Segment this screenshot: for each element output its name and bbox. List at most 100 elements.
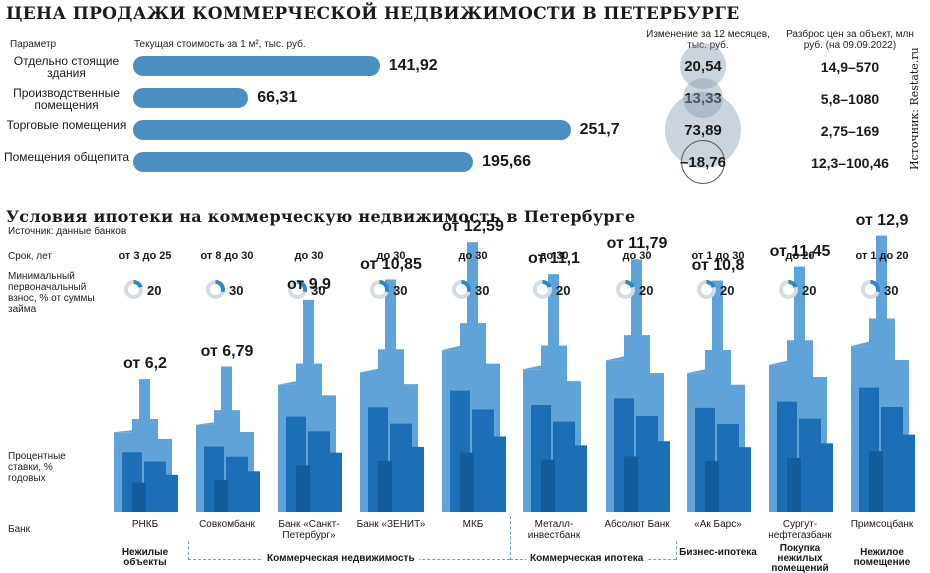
downpayment-row-label: Минимальный первоначальный взнос, % от с… (8, 271, 95, 315)
building-front (390, 423, 412, 512)
downpayment-value: 20 (720, 283, 735, 298)
building-front (492, 436, 506, 512)
term-value: от 1 до 20 (855, 250, 909, 262)
building-front (737, 447, 751, 512)
building-roof (769, 359, 791, 365)
building-front (296, 465, 310, 512)
category-nonresidential-room: Нежилое помещение (853, 547, 911, 568)
term-value: от 8 до 30 (200, 250, 254, 262)
term-value: до 30 (294, 250, 324, 262)
term-value: до 30 (458, 250, 488, 262)
building-front (144, 461, 166, 512)
rate-value: от 11,79 (606, 235, 668, 253)
building-front (881, 406, 903, 512)
price-range-value: 12,3–100,46 (811, 155, 889, 171)
downpayment-value: 20 (147, 283, 162, 298)
group-commercial-realty: Коммерческая недвижимость (263, 553, 419, 564)
price-column-header: Текущая стоимость за 1 м², тыс. руб. (134, 39, 306, 50)
downpayment-value: 30 (884, 283, 899, 298)
price-range-value: 14,9–570 (820, 59, 880, 75)
building-roof (687, 368, 709, 374)
building-front (656, 441, 670, 512)
building-front (308, 431, 330, 512)
building-front (901, 434, 915, 512)
bank-name: Банк «Санкт-Петербург» (278, 519, 340, 541)
building-spire (467, 242, 478, 337)
change-column-header: Изменение за 12 месяцев, тыс. руб. (646, 29, 770, 51)
building-roof (442, 344, 464, 351)
downpayment-value: 30 (311, 283, 326, 298)
group-divider (188, 541, 189, 560)
building-front (164, 474, 178, 512)
group-commercial-mortgage: Коммерческая ипотека (526, 553, 648, 564)
building-front (541, 459, 555, 512)
downpayment-donut (124, 280, 143, 299)
category-nonresidential-purchase: Покупка нежилых помещений (771, 543, 829, 573)
building-front (624, 456, 638, 512)
rate-row-label: Процентные ставки, % годовых (8, 451, 66, 484)
rate-value: от 12,59 (442, 218, 504, 236)
term-value: до 30 (539, 250, 569, 262)
bank-name: Банк «ЗЕНИТ» (356, 519, 426, 530)
downpayment-donut (861, 280, 880, 299)
price-chart-title: ЦЕНА ПРОДАЖИ КОММЕРЧЕСКОЙ НЕДВИЖИМОСТИ В… (6, 4, 740, 24)
price-row-label: Отдельно стоящие здания (13, 54, 120, 80)
rate-value: от 10,85 (360, 255, 422, 273)
downpayment-value: 20 (556, 283, 571, 298)
bank-name: Примсоцбанк (850, 519, 914, 530)
price-bar (133, 120, 571, 140)
group-divider (676, 541, 677, 560)
building-front (246, 471, 260, 512)
change-value: 13,33 (684, 90, 722, 107)
price-bar (133, 88, 249, 108)
rate-value: от 6,2 (123, 355, 167, 373)
price-value: 251,7 (579, 121, 620, 138)
bank-name: РНКБ (131, 519, 159, 530)
downpayment-donut (533, 280, 552, 299)
building-front (410, 446, 424, 512)
building-front (226, 456, 248, 512)
building-roof (360, 367, 382, 373)
building-roof (523, 364, 545, 370)
rate-value: от 10,8 (691, 256, 745, 274)
param-column-header: Параметр (10, 39, 57, 50)
building-front (553, 421, 575, 512)
term-value: до 30 (622, 250, 652, 262)
term-value: до 20 (785, 250, 815, 262)
building-spire (548, 274, 559, 358)
mortgage-chart-title: Условия ипотеки на коммерческую недвижим… (6, 207, 636, 226)
price-bar (133, 152, 474, 172)
rate-value: от 11,1 (528, 250, 580, 268)
group-divider (510, 516, 511, 560)
building-front (636, 415, 658, 512)
building-front (573, 445, 587, 512)
term-row-label: Срок, лет (8, 251, 52, 262)
mortgage-source: Источник: данные банков (8, 226, 127, 237)
building-spire (876, 235, 887, 333)
downpayment-donut (697, 280, 716, 299)
building-front (799, 418, 821, 512)
building-spire (303, 299, 314, 375)
category-nonresidential-objects: Нежилые объекты (121, 547, 169, 568)
price-bar (133, 56, 380, 76)
downpayment-donut (370, 280, 389, 299)
price-range-value: 5,8–1080 (820, 91, 880, 107)
building-spire (139, 379, 150, 426)
change-circle (683, 78, 723, 118)
building-front (717, 424, 739, 512)
downpayment-value: 30 (393, 283, 408, 298)
bank-name: Металл-инвестбанк (527, 519, 581, 541)
building-spire (385, 279, 396, 361)
rate-value: от 9,9 (287, 275, 331, 293)
change-circle (680, 139, 726, 185)
building-front (869, 451, 883, 512)
bank-name: Совкомбанк (199, 519, 255, 530)
downpayment-value: 30 (229, 283, 244, 298)
price-range-value: 2,75–169 (820, 123, 880, 139)
price-row-label: Помещения общепита (4, 150, 129, 164)
building-front (472, 409, 494, 512)
building-spire (794, 266, 805, 353)
range-column-header: Разброс цен за объект, млн руб. (на 09.0… (786, 29, 914, 51)
price-row-label: Производственные помещения (13, 86, 120, 112)
